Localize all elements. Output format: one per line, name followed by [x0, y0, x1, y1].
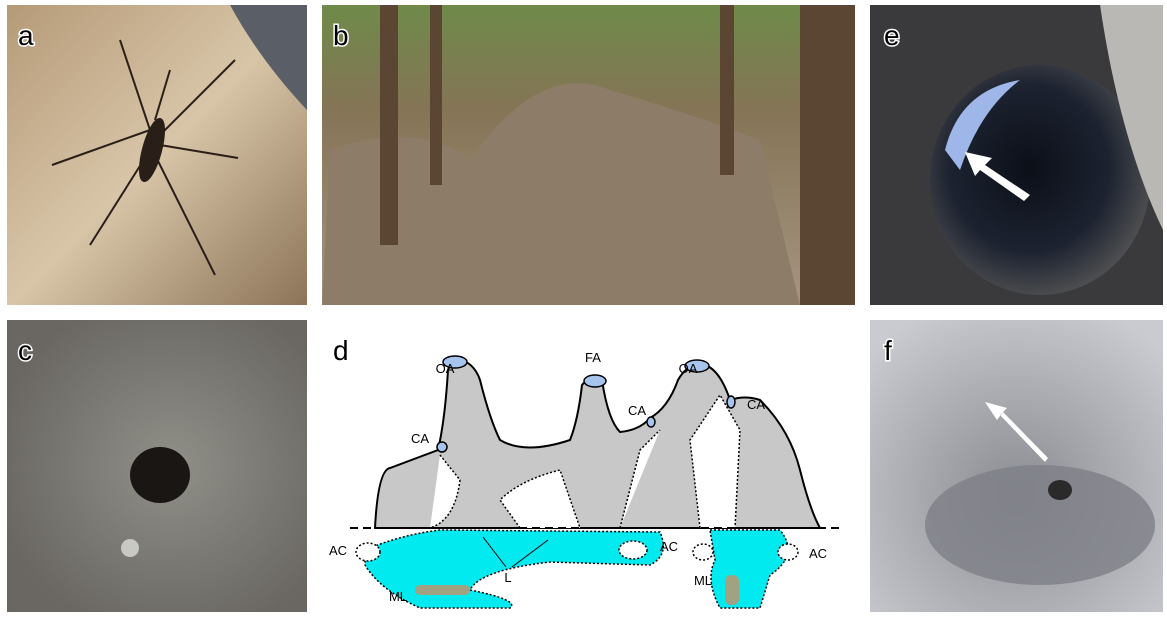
panel-letter: d: [333, 335, 349, 366]
label: FA: [585, 350, 601, 365]
label: OA: [436, 361, 455, 376]
diagram-d: [350, 356, 842, 608]
photo-c: [7, 320, 307, 612]
panel-letter: c: [18, 335, 32, 366]
label: CA: [411, 431, 429, 446]
label: ML: [694, 573, 712, 588]
label: AC: [660, 539, 678, 554]
label: OA: [679, 361, 698, 376]
label: CA: [747, 397, 765, 412]
photo-f: [870, 320, 1163, 612]
photo-e: [870, 5, 1163, 305]
photo-b: [322, 5, 855, 305]
panel-letter: a: [18, 20, 34, 51]
label: CA: [628, 403, 646, 418]
panel-letter: e: [884, 20, 900, 51]
label: ML: [389, 589, 407, 604]
photo-a: [7, 5, 307, 305]
panel-letter: f: [884, 335, 892, 366]
label: AC: [329, 543, 347, 558]
panel-letter: b: [333, 20, 349, 51]
label: AC: [809, 546, 827, 561]
figure: OA FA OA CA CA CA AC AC AC L ML ML a b e…: [0, 0, 1167, 619]
label: L: [504, 570, 511, 585]
